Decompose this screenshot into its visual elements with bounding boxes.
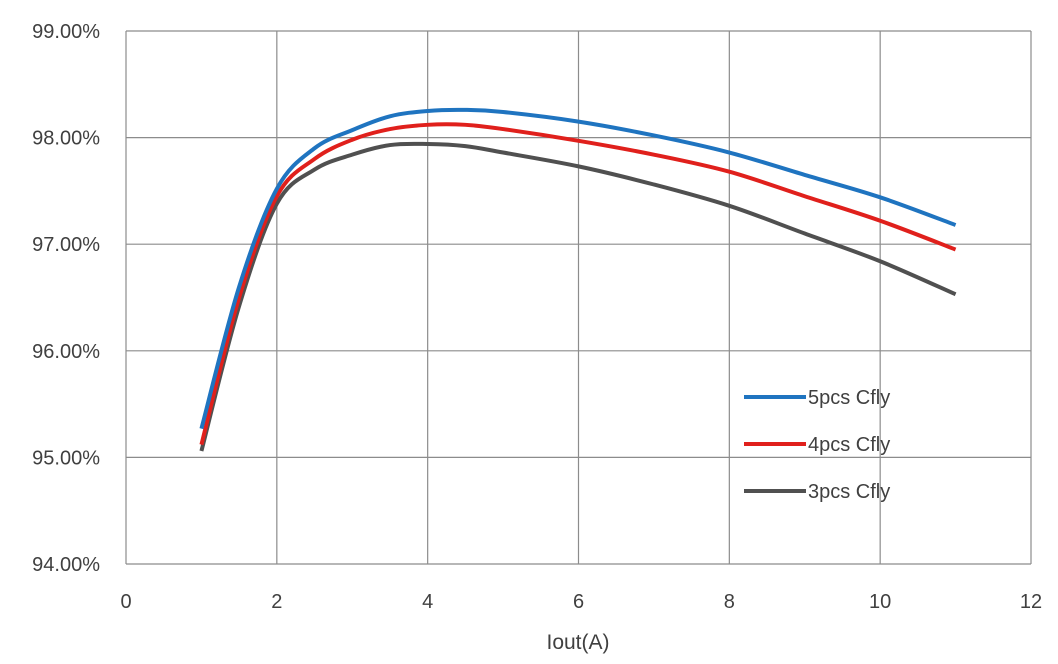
x-tick-label: 2 xyxy=(271,591,282,613)
series-line-2 xyxy=(199,122,957,446)
y-axis-ticks: 94.00% 95.00% 96.00% 97.00% 98.00% 99.00% xyxy=(32,21,100,576)
x-tick-label: 8 xyxy=(724,591,735,613)
series-line-3 xyxy=(199,141,957,452)
y-tick-label: 94.00% xyxy=(32,554,100,576)
x-tick-label: 10 xyxy=(869,591,891,613)
series-lines xyxy=(199,107,957,452)
legend: 5pcs Cfly 4pcs Cfly 3pcs Cfly xyxy=(744,387,890,503)
y-tick-label: 95.00% xyxy=(32,447,100,469)
x-tick-label: 0 xyxy=(120,591,131,613)
x-axis-ticks: 0 2 4 6 8 10 12 xyxy=(120,591,1042,613)
y-tick-label: 97.00% xyxy=(32,234,100,256)
y-tick-label: 99.00% xyxy=(32,21,100,43)
x-tick-label: 12 xyxy=(1020,591,1042,613)
legend-label: 5pcs Cfly xyxy=(808,387,890,409)
grid xyxy=(125,30,1032,565)
legend-label: 4pcs Cfly xyxy=(808,434,890,456)
x-tick-label: 4 xyxy=(422,591,433,613)
y-tick-label: 98.00% xyxy=(32,128,100,150)
y-tick-label: 96.00% xyxy=(32,341,100,363)
x-axis-title: Iout(A) xyxy=(546,631,609,654)
legend-label: 3pcs Cfly xyxy=(808,481,890,503)
series-line-1 xyxy=(199,107,957,430)
x-tick-label: 6 xyxy=(573,591,584,613)
